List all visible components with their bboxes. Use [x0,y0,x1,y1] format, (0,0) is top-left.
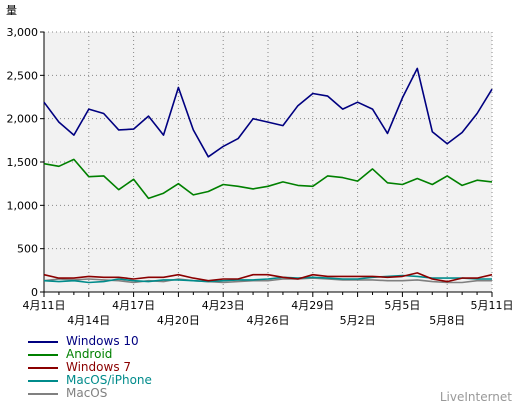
x-tick-label: 4月29日 [291,299,334,312]
x-tick-label: 4月14日 [67,314,110,327]
legend-item-windows-10: Windows 10 [28,335,152,348]
x-tick-label: 5月2日 [340,314,376,327]
axes [40,31,493,297]
y-tick-label: 500 [17,243,38,256]
legend-item-android: Android [28,348,152,361]
legend-item-macos: MacOS [28,387,152,400]
watermark: LiveInternet [439,390,512,404]
y-tick-label: 1,000 [7,199,39,212]
legend-swatch [28,366,58,369]
series-line-windows-10 [43,67,493,158]
x-tick-label: 5月11日 [471,299,514,312]
x-tick-label: 4月20日 [157,314,200,327]
series-line-macos-iphone [43,274,492,284]
legend-label: Android [66,347,113,361]
legend-item-windows-7: Windows 7 [28,361,152,374]
grid [44,31,493,292]
x-tick-label: 4月17日 [112,299,155,312]
x-tick-label: 4月23日 [202,299,245,312]
series-line-android [43,158,493,200]
y-axis-title: 量 [6,4,17,17]
series-line-windows-7 [43,272,493,283]
y-tick-label: 0 [31,286,38,299]
y-tick-label: 3,000 [7,26,39,39]
y-tick-label: 1,500 [7,156,39,169]
legend-item-macos-iphone: MacOS/iPhone [28,374,152,387]
x-tick-label: 4月26日 [247,314,290,327]
x-tick-label: 5月5日 [384,299,420,312]
legend-label: MacOS [66,386,108,400]
legend-label: Windows 7 [66,360,132,374]
series [43,67,493,284]
legend-swatch [28,353,58,356]
x-tick-label: 4月11日 [23,299,66,312]
legend-label: MacOS/iPhone [66,373,152,387]
legend-swatch [28,379,58,382]
legend-swatch [28,392,58,395]
y-tick-label: 2,000 [7,113,39,126]
y-tick-label: 2,500 [7,69,39,82]
legend: Windows 10 Android Windows 7 MacOS/iPhon… [28,335,152,400]
series-line-macos [43,277,492,284]
legend-swatch [28,340,58,343]
legend-label: Windows 10 [66,334,139,348]
x-tick-label: 5月8日 [429,314,465,327]
